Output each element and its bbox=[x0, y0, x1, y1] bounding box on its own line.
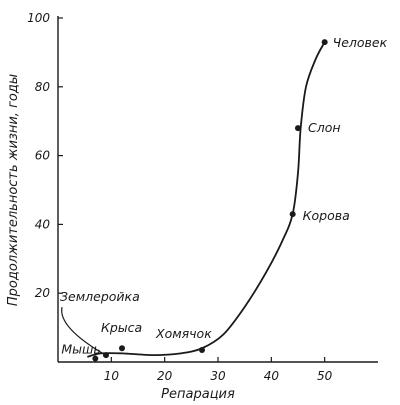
data-point bbox=[92, 355, 99, 362]
x-axis-label: Репарация bbox=[161, 387, 235, 402]
y-tick-label: 80 bbox=[35, 80, 51, 94]
x-tick-label: 30 bbox=[210, 369, 226, 383]
y-tick-label: 100 bbox=[27, 11, 50, 25]
point-label: Землеройка bbox=[60, 289, 140, 304]
y-tick-label: 40 bbox=[35, 217, 51, 231]
points-layer bbox=[92, 39, 328, 362]
axes bbox=[57, 16, 378, 363]
ticks: 10 20 30 40 50 20 40 60 80 100 bbox=[27, 11, 333, 383]
trend-curve bbox=[87, 41, 326, 358]
data-point bbox=[321, 39, 328, 46]
y-tick-label: 20 bbox=[35, 286, 51, 300]
data-point bbox=[103, 352, 109, 359]
point-label: Хомячок bbox=[155, 326, 212, 341]
data-point bbox=[289, 211, 296, 218]
x-tick-label: 40 bbox=[264, 369, 280, 383]
point-label: Корова bbox=[303, 208, 350, 223]
y-axis-label: Продолжительность жизни, годы bbox=[6, 74, 21, 306]
y-tick-label: 60 bbox=[35, 149, 51, 163]
x-tick-label: 50 bbox=[317, 369, 333, 383]
x-tick-label: 20 bbox=[157, 369, 173, 383]
point-label: Слон bbox=[308, 120, 341, 135]
data-point bbox=[295, 125, 301, 132]
curve-layer bbox=[87, 41, 326, 358]
data-point bbox=[199, 346, 205, 353]
label-leader-line bbox=[61, 307, 105, 355]
data-point bbox=[119, 345, 125, 352]
point-label: Человек bbox=[333, 35, 388, 50]
x-tick-label: 10 bbox=[104, 369, 120, 383]
point-label: Крыса bbox=[101, 320, 142, 335]
